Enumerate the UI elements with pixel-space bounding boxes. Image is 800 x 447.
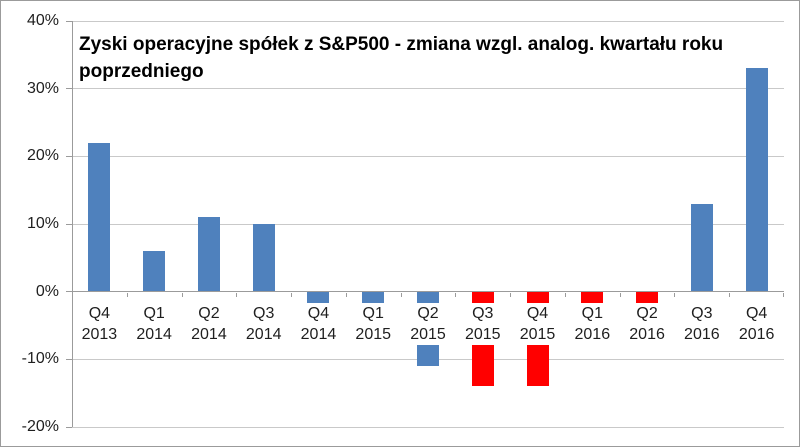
y-axis-tick [66, 223, 72, 225]
x-tick-label-line: 2014 [300, 325, 337, 343]
y-tick-label: -10% [21, 350, 59, 368]
x-tick-label-line: Q1 [581, 304, 603, 322]
bar-q1-2015 [362, 291, 385, 306]
x-tick-label-q2-2016: Q2 2016 [620, 302, 675, 345]
x-axis-tick [346, 292, 347, 297]
gridline-10 [72, 223, 784, 225]
x-tick-label-line: 2016 [574, 325, 611, 343]
bar-q4-2014 [307, 291, 330, 306]
bar-q2-2014 [197, 217, 220, 292]
x-tick-label-line: Q4 [307, 304, 330, 322]
x-tick-label-line: Q4 [526, 304, 549, 322]
x-tick-label-line: 2015 [355, 325, 392, 343]
x-axis-tick [127, 292, 128, 297]
x-tick-label-line: Q3 [472, 304, 494, 322]
x-axis-tick [565, 292, 566, 297]
bar-q3-2016 [690, 203, 713, 292]
x-tick-label-q2-2014: Q2 2014 [181, 302, 236, 345]
y-tick-label: 40% [26, 12, 59, 29]
x-tick-label-line: Q4 [88, 304, 111, 322]
gridline-20 [72, 155, 784, 157]
x-tick-label-q1-2014: Q1 2014 [127, 302, 182, 345]
y-tick-label: -20% [21, 418, 59, 435]
x-tick-label-line: Q4 [745, 304, 768, 322]
x-tick-label-line: 2016 [684, 325, 720, 343]
x-tick-label-q4-2015: Q4 2015 [510, 302, 565, 345]
x-axis-tick [510, 292, 511, 297]
x-tick-label-line: Q1 [362, 304, 384, 322]
x-tick-label-line: 2015 [410, 325, 446, 343]
x-tick-label-q1-2015: Q1 2015 [346, 302, 401, 345]
x-tick-label-q4-2013: Q4 2013 [72, 302, 127, 345]
x-tick-label-q1-2016: Q1 2016 [565, 302, 620, 345]
y-axis-tick [66, 20, 72, 22]
bar-q3-2014 [252, 224, 275, 292]
x-axis-tick [729, 292, 730, 297]
y-tick-label: 10% [26, 215, 59, 232]
x-tick-label-line: Q2 [198, 304, 220, 322]
x-axis-tick [455, 292, 456, 297]
plot-area: Q4 2013 Q1 2014 Q2 2014 Q3 2014 Q4 2014 Q1 2015 Q2 20… [72, 20, 784, 428]
x-tick-label-q3-2016: Q3 2016 [674, 302, 729, 345]
x-tick-label-line: Q1 [143, 304, 165, 322]
y-tick-label: 0% [35, 282, 59, 300]
x-axis-tick [236, 292, 237, 297]
x-tick-label-line: Q2 [417, 304, 439, 322]
x-axis-tick [783, 292, 784, 297]
gridline-40 [72, 20, 784, 22]
bar-q4-2016 [745, 68, 768, 292]
x-axis-tick [674, 292, 675, 297]
x-tick-label-line: 2014 [191, 325, 227, 343]
bar-q4-2013 [88, 142, 111, 292]
y-axis-tick [66, 88, 72, 90]
x-tick-label-line: Q2 [636, 304, 658, 322]
bar-q1-2016 [581, 291, 604, 306]
x-tick-label-line: Q3 [253, 304, 275, 322]
y-axis-tick [66, 426, 72, 428]
x-tick-label-q2-2015: Q2 2015 [401, 302, 455, 345]
y-axis-tick [66, 155, 72, 157]
x-tick-label-line: 2014 [245, 325, 282, 343]
x-tick-label-line: 2015 [464, 325, 501, 343]
x-tick-label-line: 2016 [629, 325, 665, 343]
gridline--20 [72, 426, 784, 428]
y-axis-tick [66, 291, 72, 293]
y-axis-tick [66, 358, 72, 360]
x-tick-label-line: 2014 [136, 325, 172, 343]
x-axis-tick [401, 292, 402, 297]
bar-q2-2016 [636, 291, 659, 306]
gridline-30 [72, 88, 784, 90]
x-tick-label-line: 2013 [81, 325, 118, 343]
x-axis-tick [620, 292, 621, 297]
x-tick-label-q4-2016: Q4 2016 [729, 302, 784, 345]
bar-q1-2014 [143, 251, 166, 292]
x-axis-tick [291, 292, 292, 297]
chart-title: Zyski operacyjne spółek z S&P500 - zmian… [79, 34, 724, 82]
x-tick-label-q4-2014: Q4 2014 [291, 302, 346, 345]
x-tick-label-line: Q3 [691, 304, 713, 322]
x-axis-tick [182, 292, 183, 297]
y-axis-line [72, 21, 73, 427]
zero-axis-line [72, 291, 784, 293]
y-tick-label: 30% [26, 79, 59, 97]
x-tick-label-line: 2016 [738, 325, 775, 343]
x-tick-label-q3-2014: Q3 2014 [236, 302, 291, 345]
y-tick-label: 20% [26, 147, 59, 165]
x-axis-tick [72, 292, 73, 297]
x-tick-label-line: 2015 [519, 325, 556, 343]
x-tick-label-q3-2015: Q3 2015 [455, 302, 510, 345]
